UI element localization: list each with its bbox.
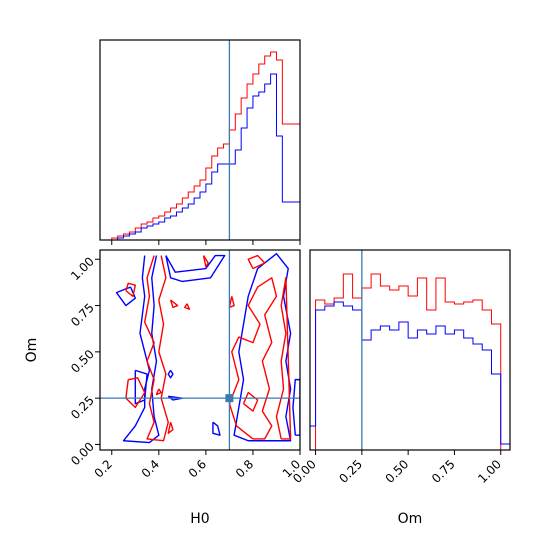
contour-xtick-label: 0.6	[186, 457, 209, 480]
contour-line-red	[167, 422, 174, 435]
contour-line-red	[228, 296, 235, 309]
contour-xtick-label: 0.8	[233, 457, 256, 480]
truth-marker	[225, 394, 234, 403]
contour-line-red	[202, 255, 209, 268]
hist-series-blue	[100, 73, 300, 240]
contour-line-red	[242, 391, 259, 412]
contour-line-blue	[165, 254, 226, 283]
contour-line-blue	[233, 253, 292, 442]
hist-series-red	[310, 273, 510, 450]
contour-xtick-label: 0.4	[139, 457, 162, 480]
axes-frame	[309, 249, 511, 451]
contour-line-blue	[167, 369, 174, 379]
contour-line-red	[228, 277, 278, 440]
contour-ytick-label: 0.75	[68, 301, 97, 330]
contour-line-red	[125, 377, 146, 409]
contour-line-blue	[292, 378, 300, 436]
x-axis-label: H0	[190, 511, 209, 527]
contour-ytick-label: 0.00	[68, 439, 97, 468]
contour-line-blue	[212, 421, 221, 436]
contour-ytick-label: 0.50	[68, 347, 97, 376]
hist-Om-xtick-label: 0.50	[383, 457, 412, 486]
hist-Om-xtick-label: 1.00	[475, 457, 504, 486]
y-axis-label: Om	[24, 338, 40, 363]
contour-line-red	[275, 277, 292, 440]
hist-series-red	[100, 51, 300, 240]
contour-line-red	[184, 303, 191, 310]
contour-ytick-label: 0.25	[68, 393, 97, 422]
contour-ytick-label: 1.00	[68, 254, 97, 283]
contour-line-red	[125, 282, 136, 297]
contour-xtick-label: 0.2	[92, 457, 115, 480]
x-axis-label: Om	[398, 511, 423, 527]
hist-Om-xtick-label: 0.25	[336, 457, 365, 486]
axes-frame	[99, 39, 301, 241]
contour-line-red	[247, 254, 266, 270]
hist-series-blue	[310, 301, 510, 450]
histogram-H0-panel	[99, 39, 301, 245]
contour-line-red	[144, 255, 169, 442]
axes-frame	[99, 249, 301, 451]
contour-line-blue	[134, 369, 148, 405]
contour-line-red	[155, 388, 162, 396]
hist-Om-xtick-label: 0.75	[429, 457, 458, 486]
contour-line-red	[169, 299, 179, 309]
